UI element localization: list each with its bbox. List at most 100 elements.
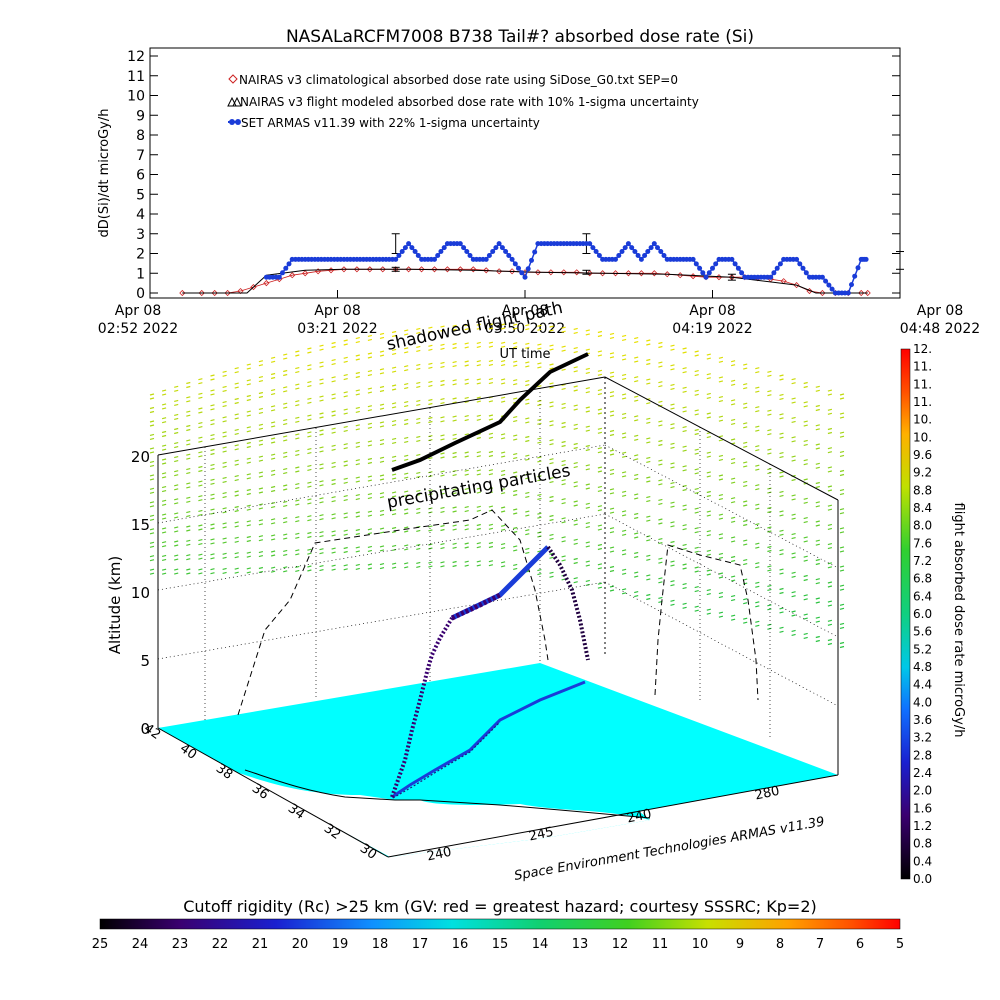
- particle-tick: [791, 455, 796, 458]
- particle-tick: [597, 567, 603, 570]
- particle-tick: [428, 457, 433, 460]
- climatological-point: [263, 280, 270, 287]
- particle-tick: [743, 563, 748, 566]
- particle-tick: [513, 549, 518, 552]
- particle-tick: [331, 461, 336, 464]
- particle-tick: [210, 478, 215, 481]
- particle-tick: [513, 567, 518, 570]
- colorbar-tick-label: 2.0: [913, 784, 932, 798]
- particle-tick: [222, 416, 227, 419]
- particle-tick: [234, 540, 239, 543]
- particle-tick: [670, 427, 675, 430]
- particle-tick: [646, 382, 651, 385]
- armas-point: [587, 241, 593, 247]
- particle-tick: [488, 523, 494, 526]
- particle-tick: [343, 550, 348, 554]
- particle-tick: [791, 610, 796, 613]
- particle-tick: [597, 408, 603, 411]
- armas-point: [845, 290, 851, 296]
- particle-tick: [331, 482, 336, 486]
- armas-point: [283, 265, 289, 271]
- particle-tick: [718, 376, 724, 379]
- particle-tick: [755, 546, 760, 549]
- particle-tick: [367, 567, 373, 570]
- particle-tick: [476, 560, 481, 563]
- particle-tick: [307, 531, 312, 535]
- particle-tick: [767, 545, 772, 549]
- particle-tick: [186, 424, 191, 428]
- particle-tick: [549, 495, 554, 499]
- particle-tick: [646, 339, 651, 342]
- particle-tick: [609, 527, 615, 530]
- particle-tick: [210, 463, 215, 466]
- particle-tick: [379, 496, 385, 499]
- particle-tick: [597, 489, 603, 492]
- particle-tick: [767, 569, 772, 572]
- particle-tick: [621, 533, 627, 536]
- armas-point: [648, 245, 654, 251]
- particle-tick: [379, 354, 385, 357]
- cutoff-tick-label: 7: [816, 937, 824, 952]
- particle-tick: [537, 441, 542, 444]
- particle-tick: [198, 436, 203, 439]
- z-tick-label: 20: [131, 448, 150, 466]
- particle-tick: [391, 384, 397, 387]
- particle-tick: [161, 393, 167, 396]
- particle-tick: [161, 462, 167, 465]
- particle-tick: [658, 345, 663, 349]
- particle-tick: [149, 514, 155, 517]
- particle-tick: [513, 379, 518, 382]
- particle-tick: [464, 469, 469, 472]
- particle-tick: [827, 408, 833, 411]
- x-tick-label: 04:19 2022: [672, 321, 752, 337]
- particle-tick: [730, 418, 736, 421]
- particle-tick: [621, 416, 627, 419]
- particle-tick: [198, 509, 203, 512]
- particle-tick: [537, 437, 542, 440]
- particle-tick: [174, 554, 179, 557]
- particle-tick: [537, 328, 542, 331]
- particle-tick: [525, 495, 530, 498]
- particle-tick: [367, 528, 373, 531]
- particle-tick: [149, 501, 155, 504]
- particle-tick: [379, 421, 385, 424]
- particle-tick: [646, 519, 651, 522]
- particle-tick: [537, 385, 542, 388]
- particle-tick: [343, 512, 348, 515]
- particle-tick: [803, 459, 808, 462]
- colorbar-tick-label: 8.4: [913, 501, 932, 515]
- particle-tick: [718, 556, 724, 559]
- particle-tick: [476, 436, 481, 440]
- particle-tick: [186, 439, 191, 442]
- z-tick-label: 5: [140, 652, 150, 670]
- particle-tick: [488, 363, 494, 366]
- particle-tick: [646, 496, 651, 499]
- particle-tick: [331, 547, 336, 550]
- particle-tick: [755, 429, 760, 432]
- particle-tick: [718, 576, 724, 579]
- particle-tick: [767, 604, 772, 607]
- armas-point: [286, 261, 292, 267]
- particle-tick: [186, 410, 191, 413]
- particle-tick: [525, 421, 530, 424]
- particle-tick: [513, 327, 518, 330]
- particle-tick: [367, 461, 373, 465]
- particle-tick: [210, 497, 215, 500]
- particle-tick: [404, 530, 409, 533]
- particle-tick: [573, 427, 578, 430]
- particle-tick: [573, 389, 578, 392]
- particle-tick: [743, 363, 748, 366]
- particle-tick: [706, 514, 711, 517]
- particle-tick: [573, 485, 578, 488]
- particle-tick: [682, 587, 687, 590]
- particle-tick: [585, 387, 590, 390]
- particle-tick: [198, 451, 203, 454]
- particle-tick: [488, 432, 494, 435]
- particle-tick: [718, 533, 724, 536]
- particle-tick: [319, 463, 324, 466]
- particle-tick: [670, 501, 675, 504]
- particle-tick: [210, 438, 215, 441]
- particle-tick: [355, 515, 360, 518]
- particle-tick: [210, 568, 215, 571]
- particle-tick: [730, 555, 736, 559]
